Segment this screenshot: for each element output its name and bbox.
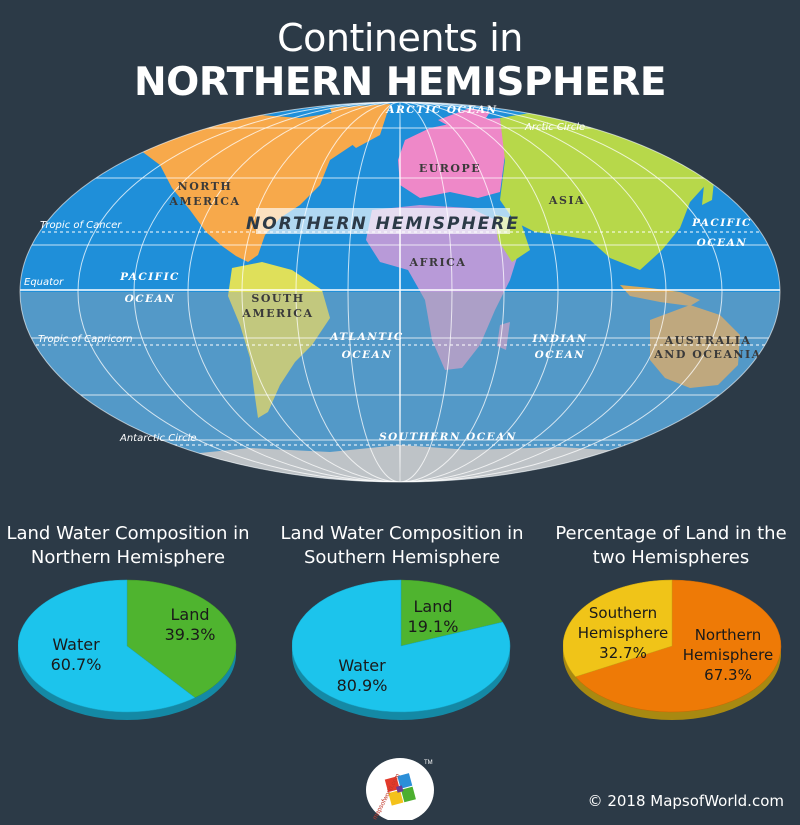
- label-pacific-w-1: PACIFIC: [119, 271, 180, 283]
- logo-tm: TM: [424, 760, 433, 766]
- pie1-slice-1: [18, 579, 196, 713]
- pie1-water-label: Water: [52, 635, 100, 654]
- pie3-southern-label2: Hemisphere: [578, 624, 668, 642]
- greenland: [330, 104, 390, 148]
- label-antarctic-circle: Antarctic Circle: [119, 433, 197, 444]
- pie-northern-land-water: Land 39.3% Water 60.7%: [18, 579, 237, 720]
- south-america: [228, 262, 330, 418]
- label-pacific-e-2: OCEAN: [697, 237, 748, 249]
- label-arctic-circle: Arctic Circle: [524, 122, 585, 133]
- pie3-northern-label2: Hemisphere: [683, 646, 773, 664]
- pie3-southern-label1: Southern: [589, 604, 657, 622]
- pie3-title-line1: Percentage of Land in the: [555, 523, 787, 544]
- label-pacific-w-2: OCEAN: [125, 293, 176, 305]
- new-zealand: [760, 376, 770, 402]
- pie2-water-value: 80.9%: [337, 676, 388, 695]
- pie2-title-line1: Land Water Composition in: [280, 523, 524, 544]
- label-atlantic-2: OCEAN: [342, 349, 393, 361]
- world-map: NORTHERN HEMISPHERE NORTH AMERICA EUROPE…: [19, 101, 781, 483]
- page-title-line1: Continents in: [277, 16, 523, 60]
- pie3-northern-label1: Northern: [695, 626, 762, 644]
- scandinavia: [438, 108, 490, 130]
- label-north-america-2: AMERICA: [168, 195, 240, 208]
- pie2-title-line2: Southern Hemisphere: [303, 547, 501, 568]
- banner-text: NORTHERN HEMISPHERE: [246, 214, 520, 234]
- copyright: © 2018 MapsofWorld.com: [587, 792, 784, 810]
- pie2-slice-1: [292, 579, 511, 713]
- pie1-land-label: Land: [170, 605, 209, 624]
- graticule: [20, 102, 780, 482]
- pie3-northern-value: 67.3%: [704, 666, 752, 684]
- page-title-line2: NORTHERN HEMISPHERE: [134, 60, 666, 105]
- label-south-america-1: SOUTH: [251, 292, 304, 305]
- pie3-title: Percentage of Land in the two Hemisphere…: [541, 522, 800, 570]
- label-indian-2: OCEAN: [535, 349, 586, 361]
- label-north-america-1: NORTH: [178, 180, 233, 193]
- pie2-title: Land Water Composition in Southern Hemis…: [272, 522, 532, 570]
- label-tropic-cancer: Tropic of Cancer: [40, 220, 122, 231]
- pie3-title-line2: two Hemispheres: [592, 547, 750, 568]
- north-america: [110, 112, 370, 262]
- pie-land-hemispheres: Northern Hemisphere 67.3% Southern Hemis…: [563, 579, 782, 720]
- pie3-southern-value: 32.7%: [599, 644, 647, 662]
- label-atlantic-1: ATLANTIC: [329, 331, 404, 343]
- pie1-title-line2: Northern Hemisphere: [30, 547, 226, 568]
- pie2-land-label: Land: [413, 597, 452, 616]
- pie2-water-label: Water: [338, 656, 386, 675]
- pie1-title-line1: Land Water Composition in: [6, 523, 250, 544]
- label-africa: AFRICA: [409, 256, 467, 269]
- pie1-land-value: 39.3%: [165, 625, 216, 644]
- label-arctic-ocean: ARCTIC OCEAN: [385, 104, 497, 116]
- mapsofworld-logo: TM mapsofworld.com: [366, 758, 434, 820]
- label-australia-1: AUSTRALIA: [664, 334, 752, 347]
- label-asia: ASIA: [548, 194, 585, 207]
- label-southern-ocean: SOUTHERN OCEAN: [379, 431, 517, 443]
- logo-globe-icon: [384, 773, 416, 806]
- label-south-america-2: AMERICA: [241, 307, 313, 320]
- pie2-land-value: 19.1%: [408, 617, 459, 636]
- label-europe: EUROPE: [419, 162, 481, 175]
- africa: [366, 205, 520, 370]
- label-equator: Equator: [24, 277, 64, 288]
- pie1-water-value: 60.7%: [51, 655, 102, 674]
- pie3-slice-0: [575, 579, 782, 713]
- label-tropic-capricorn: Tropic of Capricorn: [38, 334, 133, 345]
- pie-southern-land-water: Land 19.1% Water 80.9%: [292, 579, 511, 720]
- label-australia-2: AND OCEANIA: [653, 348, 761, 361]
- label-indian-1: INDIAN: [531, 333, 587, 345]
- pie1-slice-0: [126, 579, 237, 698]
- pie3-slice-1: [563, 579, 673, 677]
- label-pacific-e-1: PACIFIC: [691, 217, 752, 229]
- banner-bg: [256, 208, 510, 234]
- pie1-title: Land Water Composition in Northern Hemis…: [0, 522, 258, 570]
- pie2-slice-0: [400, 579, 503, 647]
- australia: [650, 305, 740, 388]
